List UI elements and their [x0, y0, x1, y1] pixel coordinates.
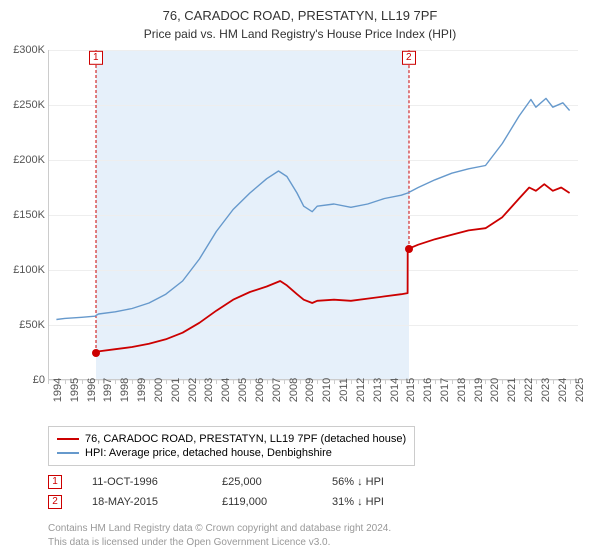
x-axis-label: 2019	[473, 378, 485, 402]
attribution-line: This data is licensed under the Open Gov…	[48, 536, 391, 550]
x-axis-label: 2010	[321, 378, 333, 402]
sale-price: £119,000	[222, 496, 302, 508]
x-axis-label: 2007	[271, 378, 283, 402]
legend-label: 76, CARADOC ROAD, PRESTATYN, LL19 7PF (d…	[85, 433, 406, 445]
x-axis-label: 2022	[523, 378, 535, 402]
x-axis-label: 2016	[422, 378, 434, 402]
y-axis-label: £300K	[5, 44, 45, 56]
sale-row: 1 11-OCT-1996 £25,000 56% ↓ HPI	[48, 472, 432, 492]
sale-date: 18-MAY-2015	[92, 496, 192, 508]
x-axis-label: 2021	[506, 378, 518, 402]
y-axis-label: £250K	[5, 99, 45, 111]
x-axis-label: 2018	[456, 378, 468, 402]
sale-row: 2 18-MAY-2015 £119,000 31% ↓ HPI	[48, 492, 432, 512]
chart-subtitle: Price paid vs. HM Land Registry's House …	[0, 23, 600, 47]
y-axis-label: £200K	[5, 154, 45, 166]
x-axis-label: 1994	[52, 378, 64, 402]
x-axis-label: 2011	[338, 378, 350, 402]
sale-delta: 56% ↓ HPI	[332, 476, 432, 488]
x-axis-label: 2002	[187, 378, 199, 402]
x-axis-label: 1997	[102, 378, 114, 402]
chart-title: 76, CARADOC ROAD, PRESTATYN, LL19 7PF	[0, 0, 600, 23]
x-axis-label: 2006	[254, 378, 266, 402]
x-axis-label: 2023	[540, 378, 552, 402]
chart-plot-area: £0£50K£100K£150K£200K£250K£300K12	[48, 50, 578, 380]
x-axis-label: 2001	[170, 378, 182, 402]
x-axis-label: 1998	[119, 378, 131, 402]
sales-table: 1 11-OCT-1996 £25,000 56% ↓ HPI 2 18-MAY-2015…	[48, 472, 432, 512]
x-axis-label: 2003	[203, 378, 215, 402]
x-axis-label: 2015	[405, 378, 417, 402]
x-axis-label: 2017	[439, 378, 451, 402]
x-axis-label: 2009	[304, 378, 316, 402]
attribution-line: Contains HM Land Registry data © Crown c…	[48, 522, 391, 536]
sale-marker: 2	[48, 495, 62, 509]
x-axis-labels: 1994199519961997199819992000200120022003…	[48, 384, 578, 424]
x-axis-label: 2008	[288, 378, 300, 402]
sale-marker: 1	[48, 475, 62, 489]
chart-legend: 76, CARADOC ROAD, PRESTATYN, LL19 7PF (d…	[48, 426, 415, 466]
legend-label: HPI: Average price, detached house, Denb…	[85, 447, 332, 459]
legend-swatch	[57, 438, 79, 440]
x-axis-label: 2005	[237, 378, 249, 402]
sale-delta: 31% ↓ HPI	[332, 496, 432, 508]
x-axis-label: 2013	[372, 378, 384, 402]
x-axis-label: 2024	[557, 378, 569, 402]
x-axis-label: 2004	[220, 378, 232, 402]
x-axis-label: 1996	[86, 378, 98, 402]
legend-item: HPI: Average price, detached house, Denb…	[57, 446, 406, 460]
y-axis-label: £100K	[5, 264, 45, 276]
series-line-property	[95, 184, 570, 352]
y-axis-label: £150K	[5, 209, 45, 221]
attribution-text: Contains HM Land Registry data © Crown c…	[48, 522, 391, 549]
x-axis-label: 2012	[355, 378, 367, 402]
series-line-hpi	[56, 98, 569, 319]
x-axis-label: 2014	[389, 378, 401, 402]
legend-swatch	[57, 452, 79, 454]
y-axis-label: £0	[5, 374, 45, 386]
sale-price: £25,000	[222, 476, 302, 488]
y-axis-label: £50K	[5, 319, 45, 331]
x-axis-label: 1995	[69, 378, 81, 402]
sale-date: 11-OCT-1996	[92, 476, 192, 488]
x-axis-label: 2025	[574, 378, 586, 402]
legend-item: 76, CARADOC ROAD, PRESTATYN, LL19 7PF (d…	[57, 432, 406, 446]
x-axis-label: 2020	[489, 378, 501, 402]
x-axis-label: 2000	[153, 378, 165, 402]
x-axis-label: 1999	[136, 378, 148, 402]
